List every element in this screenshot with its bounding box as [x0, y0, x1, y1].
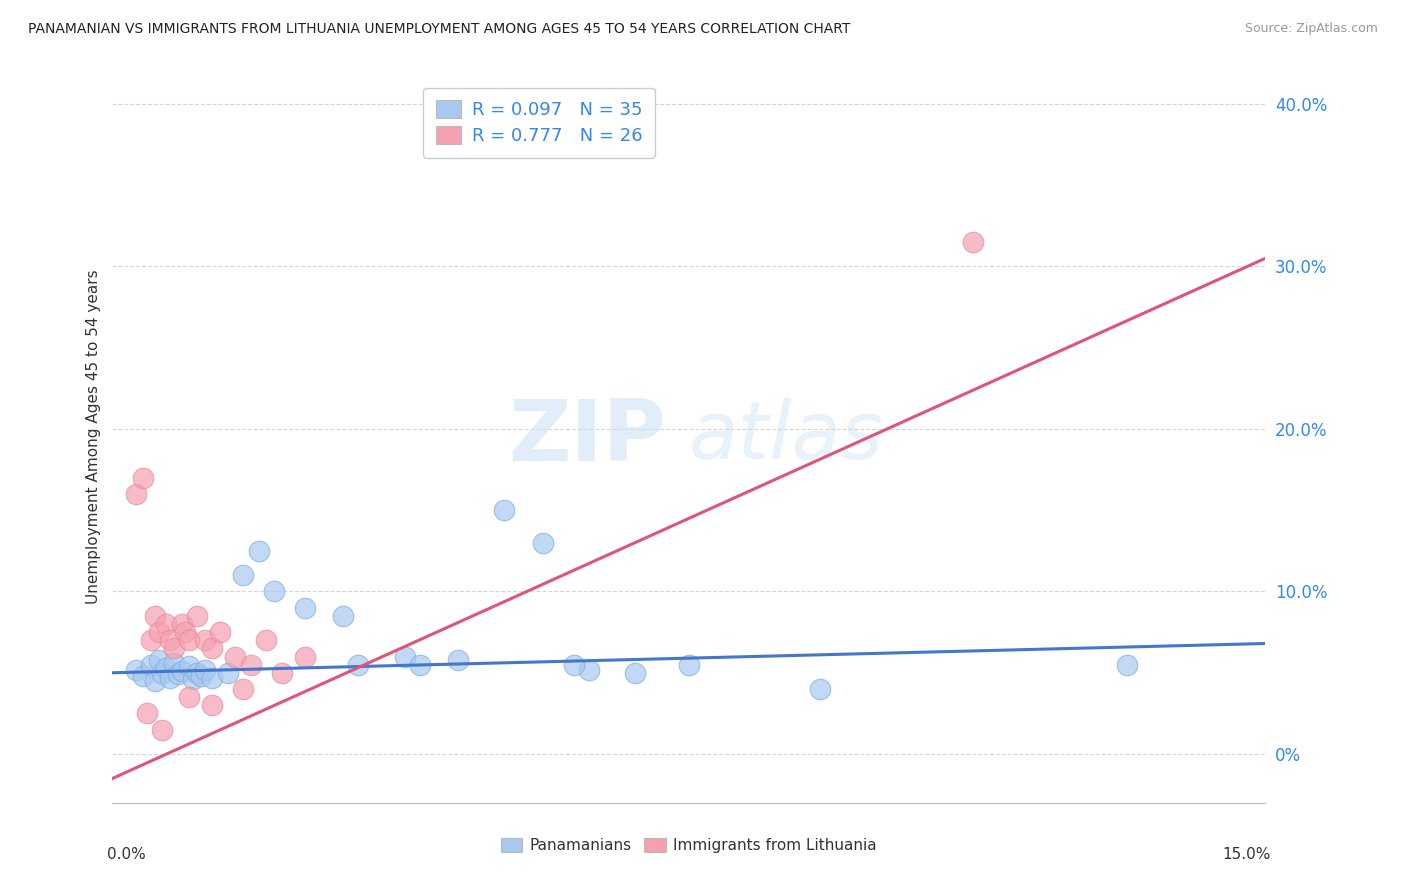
- Point: [148, 653, 170, 667]
- Point: [254, 633, 277, 648]
- Point: [174, 625, 197, 640]
- Point: [578, 663, 600, 677]
- Text: PANAMANIAN VS IMMIGRANTS FROM LITHUANIA UNEMPLOYMENT AMONG AGES 45 TO 54 YEARS C: PANAMANIAN VS IMMIGRANTS FROM LITHUANIA …: [28, 22, 851, 37]
- Point: [224, 649, 246, 664]
- Point: [347, 657, 370, 672]
- Point: [217, 665, 239, 680]
- Point: [124, 663, 146, 677]
- Text: 0.0%: 0.0%: [107, 847, 145, 862]
- Point: [170, 664, 193, 678]
- Point: [181, 673, 204, 687]
- Point: [332, 608, 354, 623]
- Point: [294, 600, 316, 615]
- Text: ZIP: ZIP: [508, 395, 666, 479]
- Point: [186, 608, 208, 623]
- Point: [270, 665, 292, 680]
- Point: [143, 608, 166, 623]
- Text: 15.0%: 15.0%: [1223, 847, 1271, 862]
- Point: [562, 657, 585, 672]
- Point: [232, 681, 254, 696]
- Point: [239, 657, 262, 672]
- Point: [194, 633, 217, 648]
- Point: [394, 649, 416, 664]
- Point: [201, 698, 224, 713]
- Point: [143, 673, 166, 688]
- Point: [531, 535, 554, 549]
- Point: [201, 641, 224, 656]
- Point: [179, 633, 201, 648]
- Point: [201, 671, 224, 685]
- Point: [624, 665, 647, 680]
- Point: [447, 653, 470, 667]
- Point: [148, 625, 170, 640]
- Point: [155, 661, 177, 675]
- Point: [179, 690, 201, 705]
- Point: [190, 669, 212, 683]
- Point: [155, 617, 177, 632]
- Point: [1116, 657, 1139, 672]
- Y-axis label: Unemployment Among Ages 45 to 54 years: Unemployment Among Ages 45 to 54 years: [86, 269, 101, 605]
- Point: [409, 657, 432, 672]
- Point: [179, 659, 201, 673]
- Point: [247, 544, 270, 558]
- Point: [808, 681, 831, 696]
- Point: [194, 663, 217, 677]
- Point: [124, 487, 146, 501]
- Text: atlas: atlas: [689, 398, 884, 476]
- Point: [163, 641, 186, 656]
- Point: [132, 669, 155, 683]
- Point: [163, 656, 186, 670]
- Point: [170, 617, 193, 632]
- Point: [678, 657, 700, 672]
- Point: [139, 633, 162, 648]
- Point: [152, 723, 174, 737]
- Point: [294, 649, 316, 664]
- Point: [494, 503, 516, 517]
- Point: [263, 584, 285, 599]
- Text: Source: ZipAtlas.com: Source: ZipAtlas.com: [1244, 22, 1378, 36]
- Point: [139, 657, 162, 672]
- Point: [166, 667, 188, 681]
- Point: [159, 671, 181, 685]
- Legend: Panamanians, Immigrants from Lithuania: Panamanians, Immigrants from Lithuania: [494, 830, 884, 861]
- Point: [962, 235, 984, 249]
- Point: [132, 471, 155, 485]
- Point: [152, 665, 174, 680]
- Point: [232, 568, 254, 582]
- Point: [209, 625, 232, 640]
- Point: [136, 706, 159, 721]
- Point: [186, 665, 208, 680]
- Point: [159, 633, 181, 648]
